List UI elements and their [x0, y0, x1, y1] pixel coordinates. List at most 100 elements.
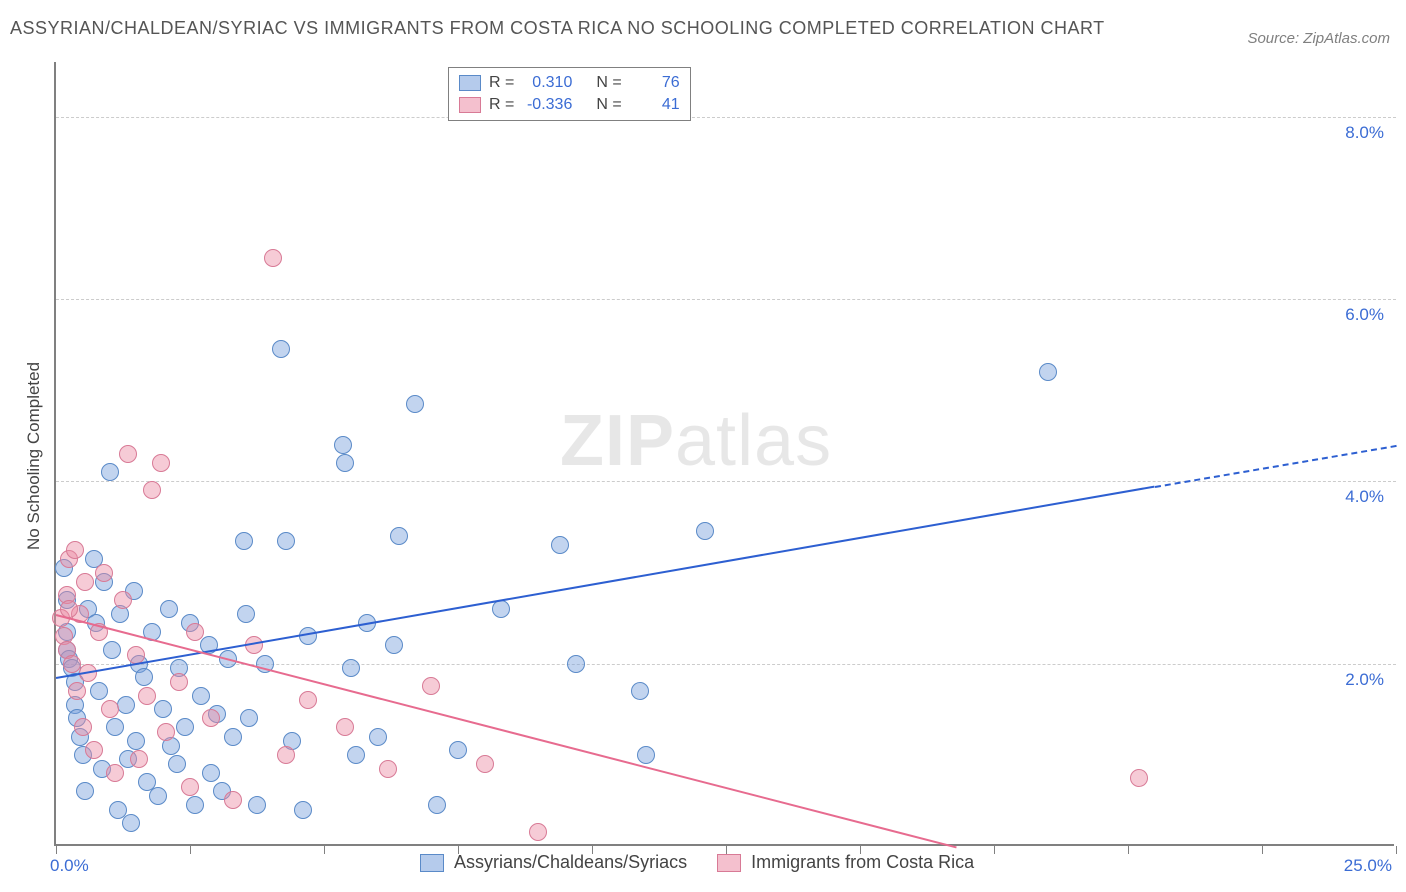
scatter-point — [272, 340, 290, 358]
scatter-point — [248, 796, 266, 814]
correlation-stats-box: R = 0.310 N = 76 R = -0.336 N = 41 — [448, 67, 691, 121]
x-tick-label: 0.0% — [50, 856, 89, 876]
legend: Assyrians/Chaldeans/Syriacs Immigrants fr… — [420, 852, 974, 873]
scatter-point — [264, 249, 282, 267]
scatter-point — [299, 691, 317, 709]
scatter-point — [551, 536, 569, 554]
legend-swatch — [717, 854, 741, 872]
scatter-point — [135, 668, 153, 686]
series-swatch — [459, 97, 481, 113]
scatter-point — [154, 700, 172, 718]
scatter-point — [336, 718, 354, 736]
scatter-point — [637, 746, 655, 764]
scatter-point — [127, 732, 145, 750]
scatter-point — [68, 682, 86, 700]
scatter-point — [422, 677, 440, 695]
scatter-point — [428, 796, 446, 814]
scatter-point — [101, 463, 119, 481]
scatter-point — [1039, 363, 1057, 381]
scatter-point — [186, 623, 204, 641]
scatter-point — [76, 782, 94, 800]
scatter-point — [101, 700, 119, 718]
scatter-point — [170, 673, 188, 691]
stat-n-label: N = — [596, 94, 621, 116]
scatter-point — [90, 682, 108, 700]
scatter-point — [696, 522, 714, 540]
scatter-point — [224, 728, 242, 746]
scatter-point — [294, 801, 312, 819]
scatter-point — [181, 778, 199, 796]
scatter-point — [117, 696, 135, 714]
scatter-point — [149, 787, 167, 805]
watermark-atlas: atlas — [675, 401, 832, 481]
scatter-point — [235, 532, 253, 550]
x-tick-mark — [56, 846, 57, 854]
scatter-point — [224, 791, 242, 809]
y-tick-label: 8.0% — [1345, 123, 1384, 143]
scatter-point — [143, 481, 161, 499]
scatter-point — [103, 641, 121, 659]
scatter-point — [379, 760, 397, 778]
scatter-point — [66, 541, 84, 559]
x-tick-mark — [324, 846, 325, 854]
stat-r-label: R = — [489, 72, 514, 94]
scatter-point — [342, 659, 360, 677]
trend-line — [56, 486, 1155, 679]
legend-label: Assyrians/Chaldeans/Syriacs — [454, 852, 687, 873]
y-tick-label: 2.0% — [1345, 670, 1384, 690]
scatter-point — [138, 687, 156, 705]
scatter-point — [240, 709, 258, 727]
stats-row: R = -0.336 N = 41 — [459, 94, 680, 116]
stat-r-value: -0.336 — [520, 94, 572, 116]
chart-source: Source: ZipAtlas.com — [1247, 30, 1390, 47]
scatter-point — [1130, 769, 1148, 787]
x-tick-mark — [1396, 846, 1397, 854]
legend-item: Assyrians/Chaldeans/Syriacs — [420, 852, 687, 873]
scatter-point — [85, 741, 103, 759]
scatter-point — [529, 823, 547, 841]
scatter-point — [567, 655, 585, 673]
x-tick-mark — [1262, 846, 1263, 854]
scatter-point — [369, 728, 387, 746]
scatter-point — [334, 436, 352, 454]
stat-r-value: 0.310 — [520, 72, 572, 94]
x-tick-mark — [994, 846, 995, 854]
legend-swatch — [420, 854, 444, 872]
scatter-point — [202, 764, 220, 782]
chart-title: ASSYRIAN/CHALDEAN/SYRIAC VS IMMIGRANTS F… — [10, 18, 1105, 39]
scatter-point — [106, 718, 124, 736]
scatter-point — [160, 600, 178, 618]
scatter-point — [299, 627, 317, 645]
scatter-point — [385, 636, 403, 654]
scatter-point — [237, 605, 255, 623]
gridline — [56, 299, 1396, 300]
scatter-point — [277, 746, 295, 764]
scatter-point — [492, 600, 510, 618]
scatter-point — [347, 746, 365, 764]
gridline — [56, 117, 1396, 118]
y-tick-label: 4.0% — [1345, 487, 1384, 507]
legend-label: Immigrants from Costa Rica — [751, 852, 974, 873]
scatter-point — [130, 750, 148, 768]
x-tick-mark — [1128, 846, 1129, 854]
stat-n-value: 41 — [628, 94, 680, 116]
legend-item: Immigrants from Costa Rica — [717, 852, 974, 873]
stat-r-label: R = — [489, 94, 514, 116]
watermark-zip: ZIP — [560, 401, 675, 481]
scatter-point — [192, 687, 210, 705]
scatter-point — [152, 454, 170, 472]
scatter-point — [157, 723, 175, 741]
scatter-point — [631, 682, 649, 700]
scatter-point — [119, 445, 137, 463]
stat-n-value: 76 — [628, 72, 680, 94]
stat-n-label: N = — [596, 72, 621, 94]
scatter-point — [95, 564, 113, 582]
scatter-point — [176, 718, 194, 736]
scatter-point — [336, 454, 354, 472]
scatter-point — [122, 814, 140, 832]
x-tick-mark — [190, 846, 191, 854]
scatter-point — [168, 755, 186, 773]
scatter-point — [186, 796, 204, 814]
series-swatch — [459, 75, 481, 91]
scatter-point — [449, 741, 467, 759]
